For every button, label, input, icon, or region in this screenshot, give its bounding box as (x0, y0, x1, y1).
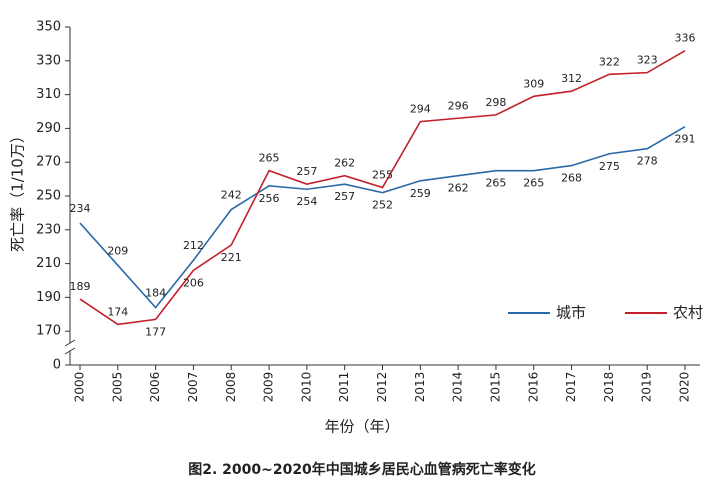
y-tick-label: 0 (53, 358, 61, 373)
x-tick-label: 2017 (564, 372, 578, 403)
data-label: 255 (372, 169, 393, 182)
y-tick-label: 350 (36, 20, 61, 35)
legend-label: 城市 (556, 304, 586, 322)
data-label: 296 (448, 99, 469, 112)
y-tick-label: 330 (36, 53, 61, 68)
x-tick-label: 2019 (640, 372, 654, 403)
data-label: 322 (599, 55, 620, 68)
data-label: 336 (675, 32, 696, 45)
data-label: 298 (485, 96, 506, 109)
data-label: 312 (561, 72, 582, 85)
x-tick-label: 2012 (375, 372, 389, 403)
data-label: 257 (334, 190, 355, 203)
data-label: 189 (70, 280, 91, 293)
data-label: 174 (107, 305, 128, 318)
y-tick-label: 290 (36, 121, 61, 136)
x-tick-label: 2016 (526, 372, 540, 403)
x-tick-label: 2010 (299, 372, 313, 403)
data-label: 278 (637, 155, 658, 168)
data-label: 234 (70, 202, 91, 215)
data-label: 212 (183, 239, 204, 252)
x-tick-label: 2015 (488, 372, 502, 403)
data-label: 291 (675, 133, 696, 146)
y-tick-label: 310 (36, 87, 61, 102)
data-label: 184 (145, 287, 166, 300)
x-tick-label: 2005 (110, 372, 124, 403)
data-label: 275 (599, 160, 620, 173)
data-label: 268 (561, 172, 582, 185)
x-tick-label: 2011 (337, 372, 351, 403)
x-axis-label: 年份（年） (324, 418, 399, 436)
data-label: 265 (523, 177, 544, 190)
data-label: 309 (523, 77, 544, 90)
series-line (79, 49, 686, 326)
y-axis-label: 死亡率（1/10万） (9, 128, 27, 252)
data-label: 294 (410, 103, 431, 116)
data-label: 177 (145, 325, 166, 338)
data-label: 257 (296, 165, 317, 178)
data-label: 262 (334, 157, 355, 170)
y-tick-label: 210 (36, 256, 61, 271)
data-label: 221 (221, 251, 242, 264)
data-label: 254 (296, 195, 317, 208)
series-line (79, 126, 686, 309)
x-tick-label: 2014 (451, 372, 465, 403)
x-tick-label: 2013 (413, 372, 427, 403)
y-tick-label: 230 (36, 222, 61, 237)
y-tick-label: 250 (36, 189, 61, 204)
data-label: 252 (372, 199, 393, 212)
y-tick-label: 270 (36, 155, 61, 170)
legend-label: 农村 (673, 304, 703, 322)
y-tick-label: 190 (36, 290, 61, 305)
data-label: 206 (183, 276, 204, 289)
data-label: 265 (259, 152, 280, 165)
data-label: 242 (221, 189, 242, 202)
data-label: 265 (485, 177, 506, 190)
y-tick-label: 170 (36, 324, 61, 339)
data-label: 323 (637, 54, 658, 67)
x-tick-label: 2007 (186, 372, 200, 403)
x-tick-label: 2006 (148, 372, 162, 403)
axis-break (64, 347, 76, 355)
axis-break (64, 339, 76, 347)
x-tick-label: 2000 (73, 372, 87, 403)
data-label: 262 (448, 182, 469, 195)
data-label: 256 (259, 192, 280, 205)
x-tick-label: 2018 (602, 372, 616, 403)
chart-title: 图2. 2000~2020年中国城乡居民心血管病死亡率变化 (188, 461, 536, 478)
x-tick-label: 2008 (224, 372, 238, 403)
x-tick-label: 2020 (678, 372, 692, 403)
x-tick-label: 2009 (262, 372, 276, 403)
data-label: 209 (107, 244, 128, 257)
data-label: 259 (410, 187, 431, 200)
